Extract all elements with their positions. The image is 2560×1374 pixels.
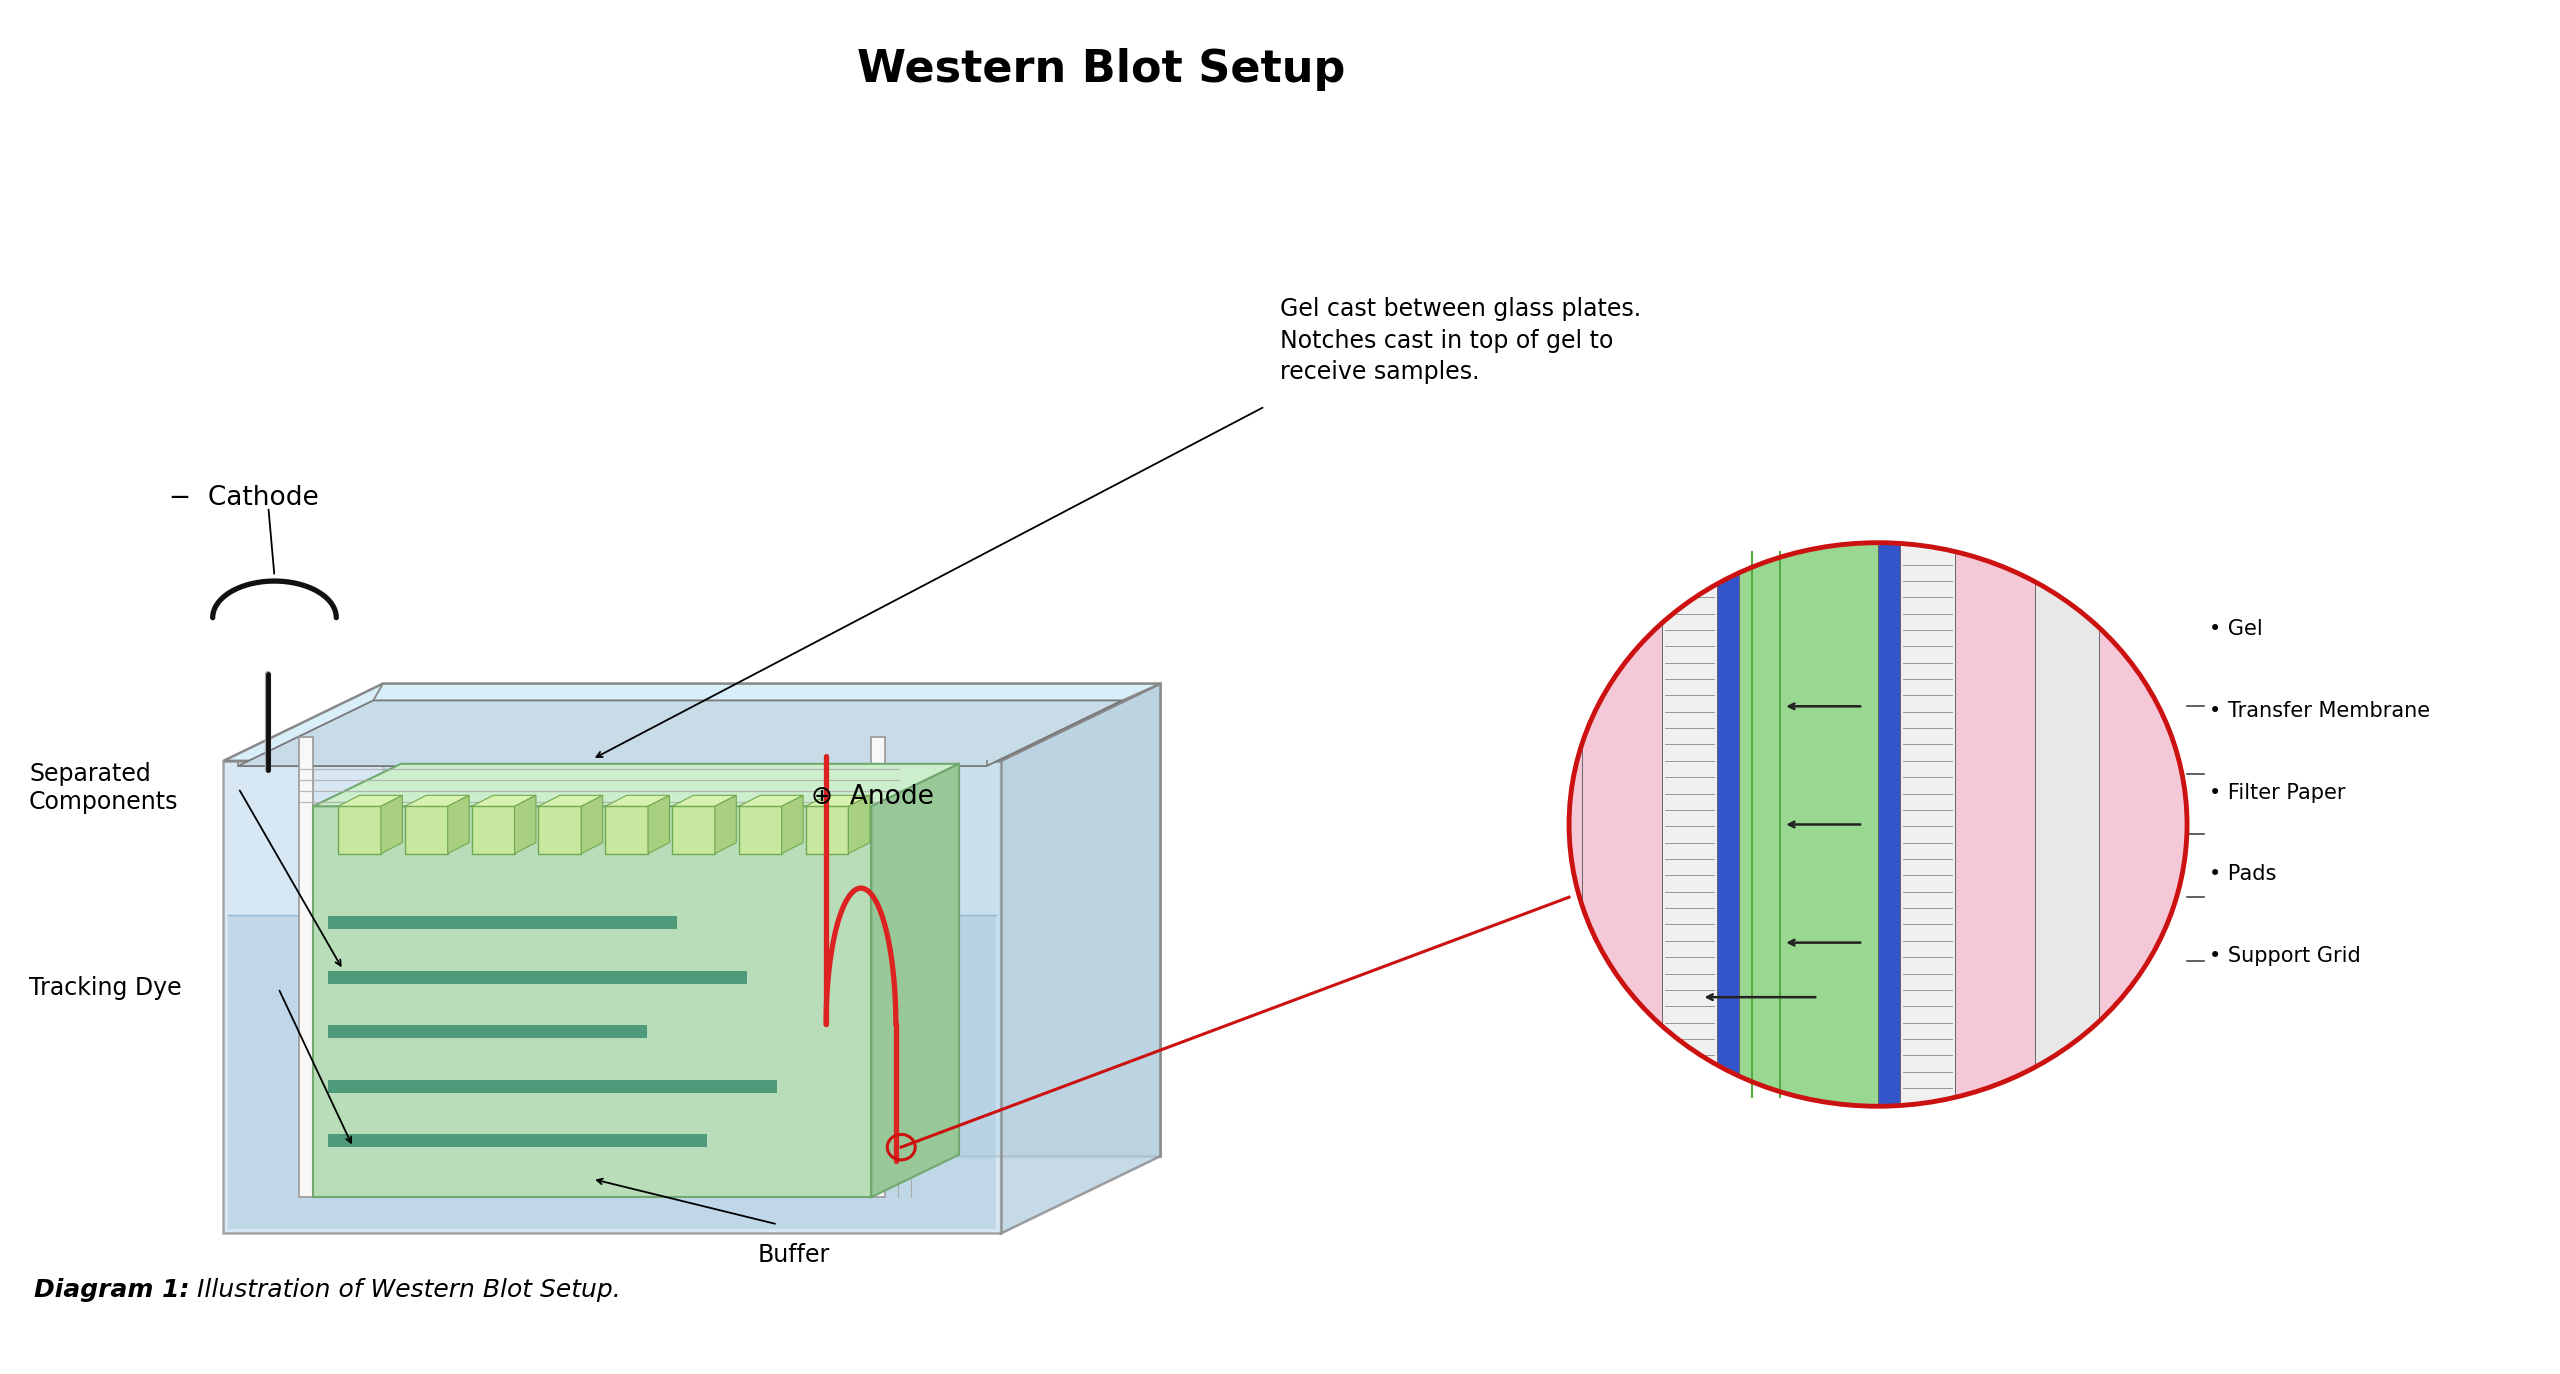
Bar	[1900, 543, 1956, 1106]
Text: Tracking Dye: Tracking Dye	[28, 976, 182, 1000]
Bar	[1718, 543, 1738, 1106]
Text: Diagram 1:: Diagram 1:	[33, 1278, 189, 1301]
Polygon shape	[671, 796, 737, 807]
Polygon shape	[328, 1080, 776, 1092]
Polygon shape	[238, 701, 1121, 767]
Polygon shape	[781, 796, 804, 853]
Text: Illustration of Western Blot Setup.: Illustration of Western Blot Setup.	[189, 1278, 620, 1301]
Polygon shape	[538, 796, 602, 807]
Polygon shape	[300, 736, 312, 1197]
Polygon shape	[538, 807, 581, 853]
Polygon shape	[228, 915, 996, 1228]
Text: −  Cathode: − Cathode	[169, 485, 317, 511]
Polygon shape	[648, 796, 671, 853]
Bar	[1879, 543, 1900, 1106]
Bar	[1738, 543, 1879, 1106]
Text: Separated
Components: Separated Components	[28, 763, 179, 813]
Polygon shape	[404, 807, 448, 853]
Polygon shape	[328, 1025, 648, 1039]
Polygon shape	[1001, 684, 1160, 1234]
Polygon shape	[604, 807, 648, 853]
Text: • Transfer Membrane: • Transfer Membrane	[2209, 701, 2429, 721]
Text: Gel cast between glass plates.
Notches cast in top of gel to
receive samples.: Gel cast between glass plates. Notches c…	[1280, 297, 1641, 385]
Polygon shape	[870, 736, 886, 1197]
Polygon shape	[384, 684, 1160, 1157]
Polygon shape	[806, 796, 870, 807]
Polygon shape	[714, 796, 737, 853]
Polygon shape	[312, 807, 870, 1197]
Polygon shape	[448, 796, 468, 853]
Polygon shape	[604, 796, 671, 807]
Text: • Gel: • Gel	[2209, 620, 2263, 639]
Text: • Pads: • Pads	[2209, 864, 2276, 885]
Text: ⊕  Anode: ⊕ Anode	[812, 785, 934, 811]
Polygon shape	[338, 796, 402, 807]
Polygon shape	[404, 796, 468, 807]
Bar	[1582, 543, 1661, 1106]
Text: • Support Grid: • Support Grid	[2209, 947, 2360, 966]
Polygon shape	[328, 1135, 707, 1147]
Polygon shape	[338, 807, 381, 853]
Polygon shape	[223, 684, 1160, 761]
Polygon shape	[740, 796, 804, 807]
Bar	[2035, 543, 2099, 1106]
Polygon shape	[806, 807, 847, 853]
Polygon shape	[847, 796, 870, 853]
Polygon shape	[471, 807, 515, 853]
Text: Buffer: Buffer	[758, 1242, 829, 1267]
Polygon shape	[471, 796, 535, 807]
Polygon shape	[328, 916, 676, 929]
Polygon shape	[515, 796, 535, 853]
Text: • Filter Paper: • Filter Paper	[2209, 783, 2345, 802]
Text: Western Blot Setup: Western Blot Setup	[858, 48, 1344, 91]
Polygon shape	[671, 807, 714, 853]
Circle shape	[1569, 543, 2186, 1106]
Polygon shape	[740, 807, 781, 853]
Polygon shape	[223, 761, 1001, 1234]
Polygon shape	[870, 764, 960, 1197]
Bar	[1661, 543, 1718, 1106]
Polygon shape	[328, 971, 748, 984]
Polygon shape	[312, 764, 960, 807]
Polygon shape	[581, 796, 602, 853]
Polygon shape	[381, 796, 402, 853]
Bar	[1956, 543, 2035, 1106]
